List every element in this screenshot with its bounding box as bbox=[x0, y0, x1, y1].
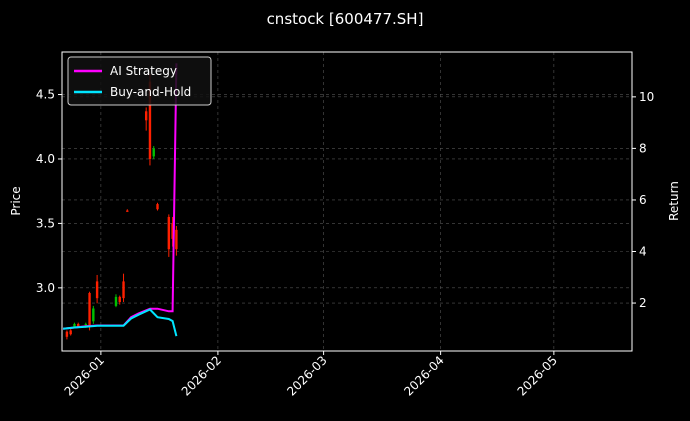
candle-body bbox=[88, 293, 91, 327]
candle-body bbox=[148, 81, 152, 159]
candle-body bbox=[152, 148, 155, 157]
candle-body bbox=[69, 330, 72, 335]
y-tick-label: 3.5 bbox=[36, 216, 55, 230]
y2-tick-label: 2 bbox=[639, 296, 647, 310]
y-tick-label: 3.0 bbox=[36, 281, 55, 295]
line-series bbox=[62, 308, 178, 337]
candle-body bbox=[65, 331, 69, 337]
chart-title: cnstock [600477.SH] bbox=[267, 10, 424, 28]
candle-body bbox=[77, 323, 80, 327]
candle-body bbox=[167, 216, 171, 250]
candle-body bbox=[144, 111, 148, 121]
candle-body bbox=[114, 296, 118, 306]
y-axis-label: Price bbox=[9, 186, 23, 215]
candle-body bbox=[84, 323, 87, 326]
y2-tick-label: 10 bbox=[639, 90, 654, 104]
candle-body bbox=[175, 229, 178, 250]
x-tick-label: 2026-05 bbox=[515, 353, 560, 398]
candle-body bbox=[156, 204, 159, 210]
x-tick-label: 2026-02 bbox=[179, 353, 224, 398]
plot-area bbox=[62, 63, 178, 340]
legend-label: AI Strategy bbox=[110, 64, 177, 78]
candle-body bbox=[171, 223, 174, 239]
x-tick-label: 2026-04 bbox=[401, 353, 446, 398]
candle-body bbox=[92, 308, 95, 322]
y-tick-label: 4.0 bbox=[36, 152, 55, 166]
candle-body bbox=[95, 281, 99, 299]
x-tick-label: 2026-03 bbox=[284, 353, 329, 398]
plot-frame bbox=[61, 51, 633, 352]
y2-tick-label: 8 bbox=[639, 141, 647, 155]
y2-tick-label: 4 bbox=[639, 245, 647, 259]
candle-body bbox=[126, 210, 129, 212]
y-tick-label: 4.5 bbox=[36, 88, 55, 102]
x-tick-label: 2026-01 bbox=[62, 353, 107, 398]
legend-box bbox=[67, 56, 212, 106]
axes: 3.0 3.5 4.0 4.5 2 4 6 8 10 2026-01 2026-02 2026-03 2… bbox=[36, 88, 654, 399]
y2-axis-label: Return bbox=[667, 181, 681, 221]
candle-body bbox=[73, 323, 76, 327]
candle-body bbox=[122, 281, 125, 299]
legend-label: Buy-and-Hold bbox=[110, 85, 191, 99]
legend: AI Strategy Buy-and-Hold bbox=[67, 56, 212, 106]
candle-body bbox=[118, 296, 121, 303]
y2-tick-label: 6 bbox=[639, 193, 647, 207]
